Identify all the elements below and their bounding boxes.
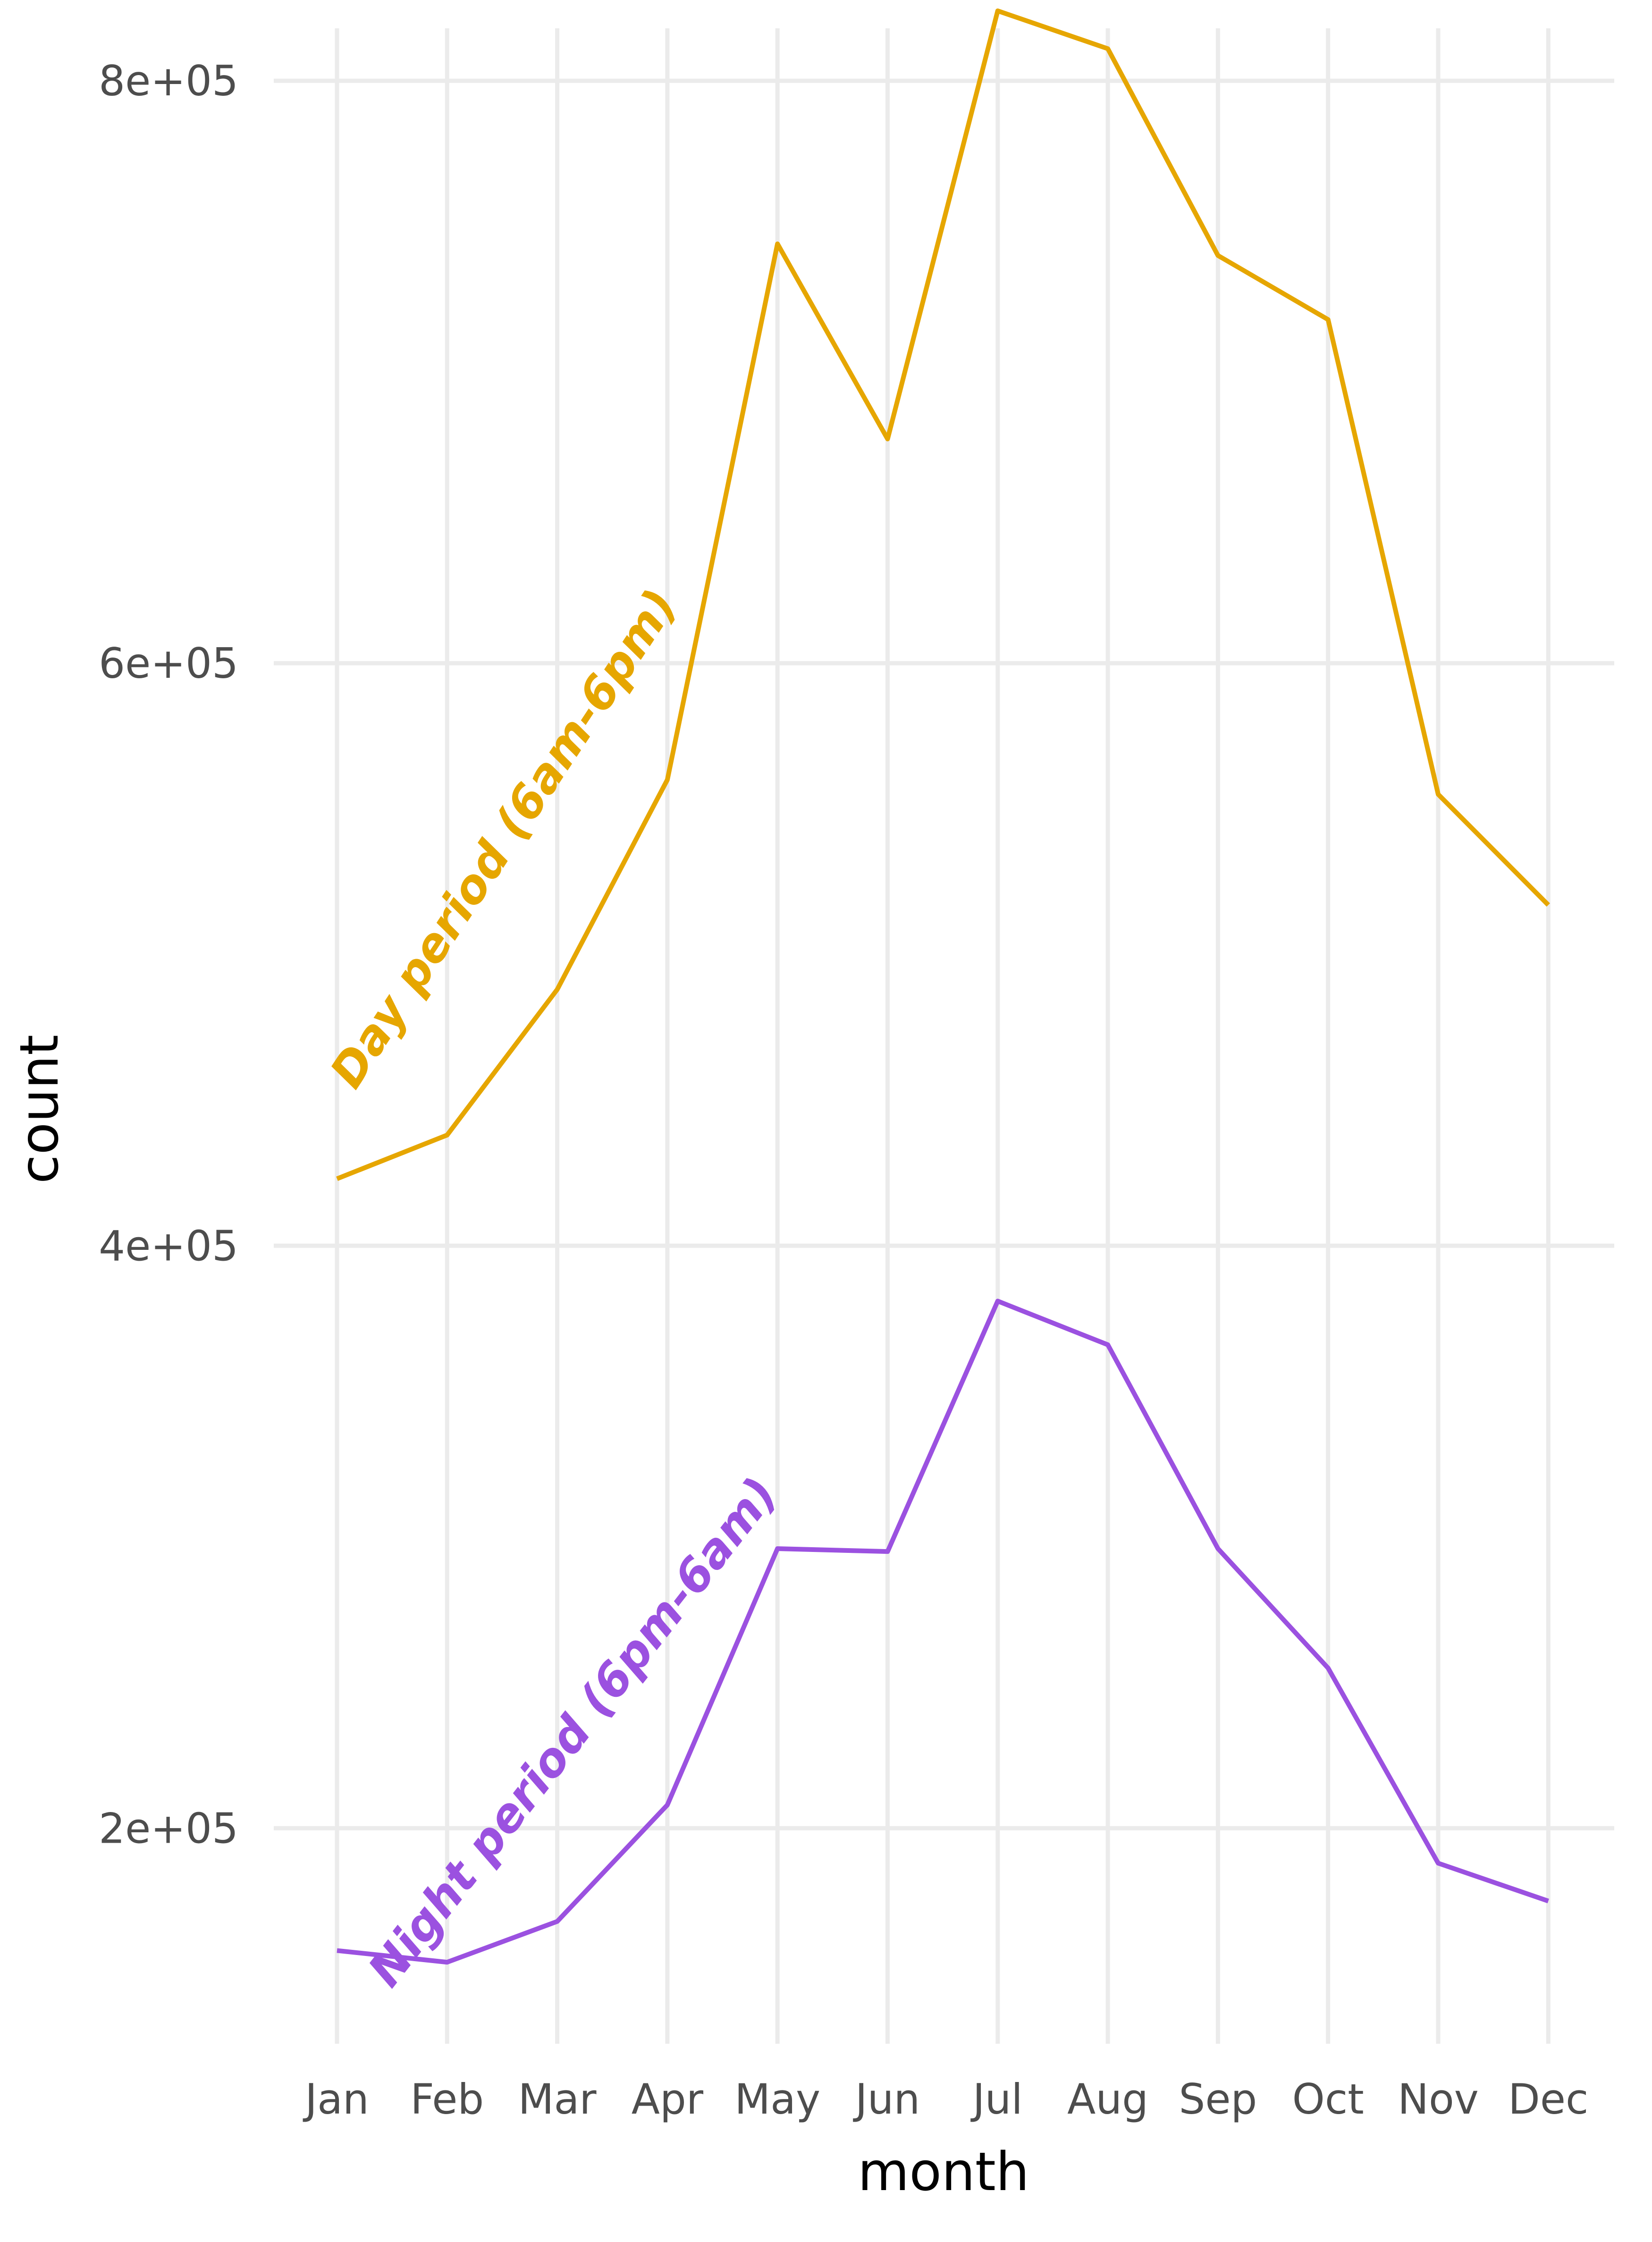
x-tick-label: Jun xyxy=(853,2075,920,2124)
x-tick-label: Jul xyxy=(970,2075,1023,2124)
x-tick-label: Aug xyxy=(1067,2075,1148,2124)
y-tick-label: 4e+05 xyxy=(99,1222,238,1270)
x-tick-label: Apr xyxy=(632,2075,704,2124)
x-tick-label: Feb xyxy=(410,2075,484,2124)
x-axis-title: month xyxy=(858,2141,1029,2203)
x-tick-label: Dec xyxy=(1508,2075,1588,2124)
x-tick-label: Sep xyxy=(1179,2075,1257,2124)
series-line-0 xyxy=(336,8,1550,1181)
axes: Jan Feb Mar Apr May Jun Jul Aug Sep Oct Nov Dec 2e+0… xyxy=(99,57,1588,2124)
series-label-0: Day period (6am-6pm) xyxy=(320,580,688,1097)
x-tick-label: May xyxy=(734,2075,820,2124)
series-labels: Day period (6am-6pm) Night period (6pm-6a… xyxy=(320,580,788,1997)
x-tick-label: Oct xyxy=(1292,2075,1364,2124)
y-axis-title: count xyxy=(9,1035,70,1184)
x-tick-label: Mar xyxy=(518,2075,597,2124)
series-lines xyxy=(336,8,1550,1965)
series-label-1: Night period (6pm-6am) xyxy=(358,1467,788,1997)
y-tick-label: 2e+05 xyxy=(99,1804,238,1853)
x-tick-label: Jan xyxy=(303,2075,369,2124)
grid xyxy=(274,28,1614,2044)
y-tick-label: 6e+05 xyxy=(99,639,238,688)
x-tick-label: Nov xyxy=(1398,2075,1479,2124)
series-line-1 xyxy=(337,1298,1549,1965)
y-tick-label: 8e+05 xyxy=(99,57,238,105)
